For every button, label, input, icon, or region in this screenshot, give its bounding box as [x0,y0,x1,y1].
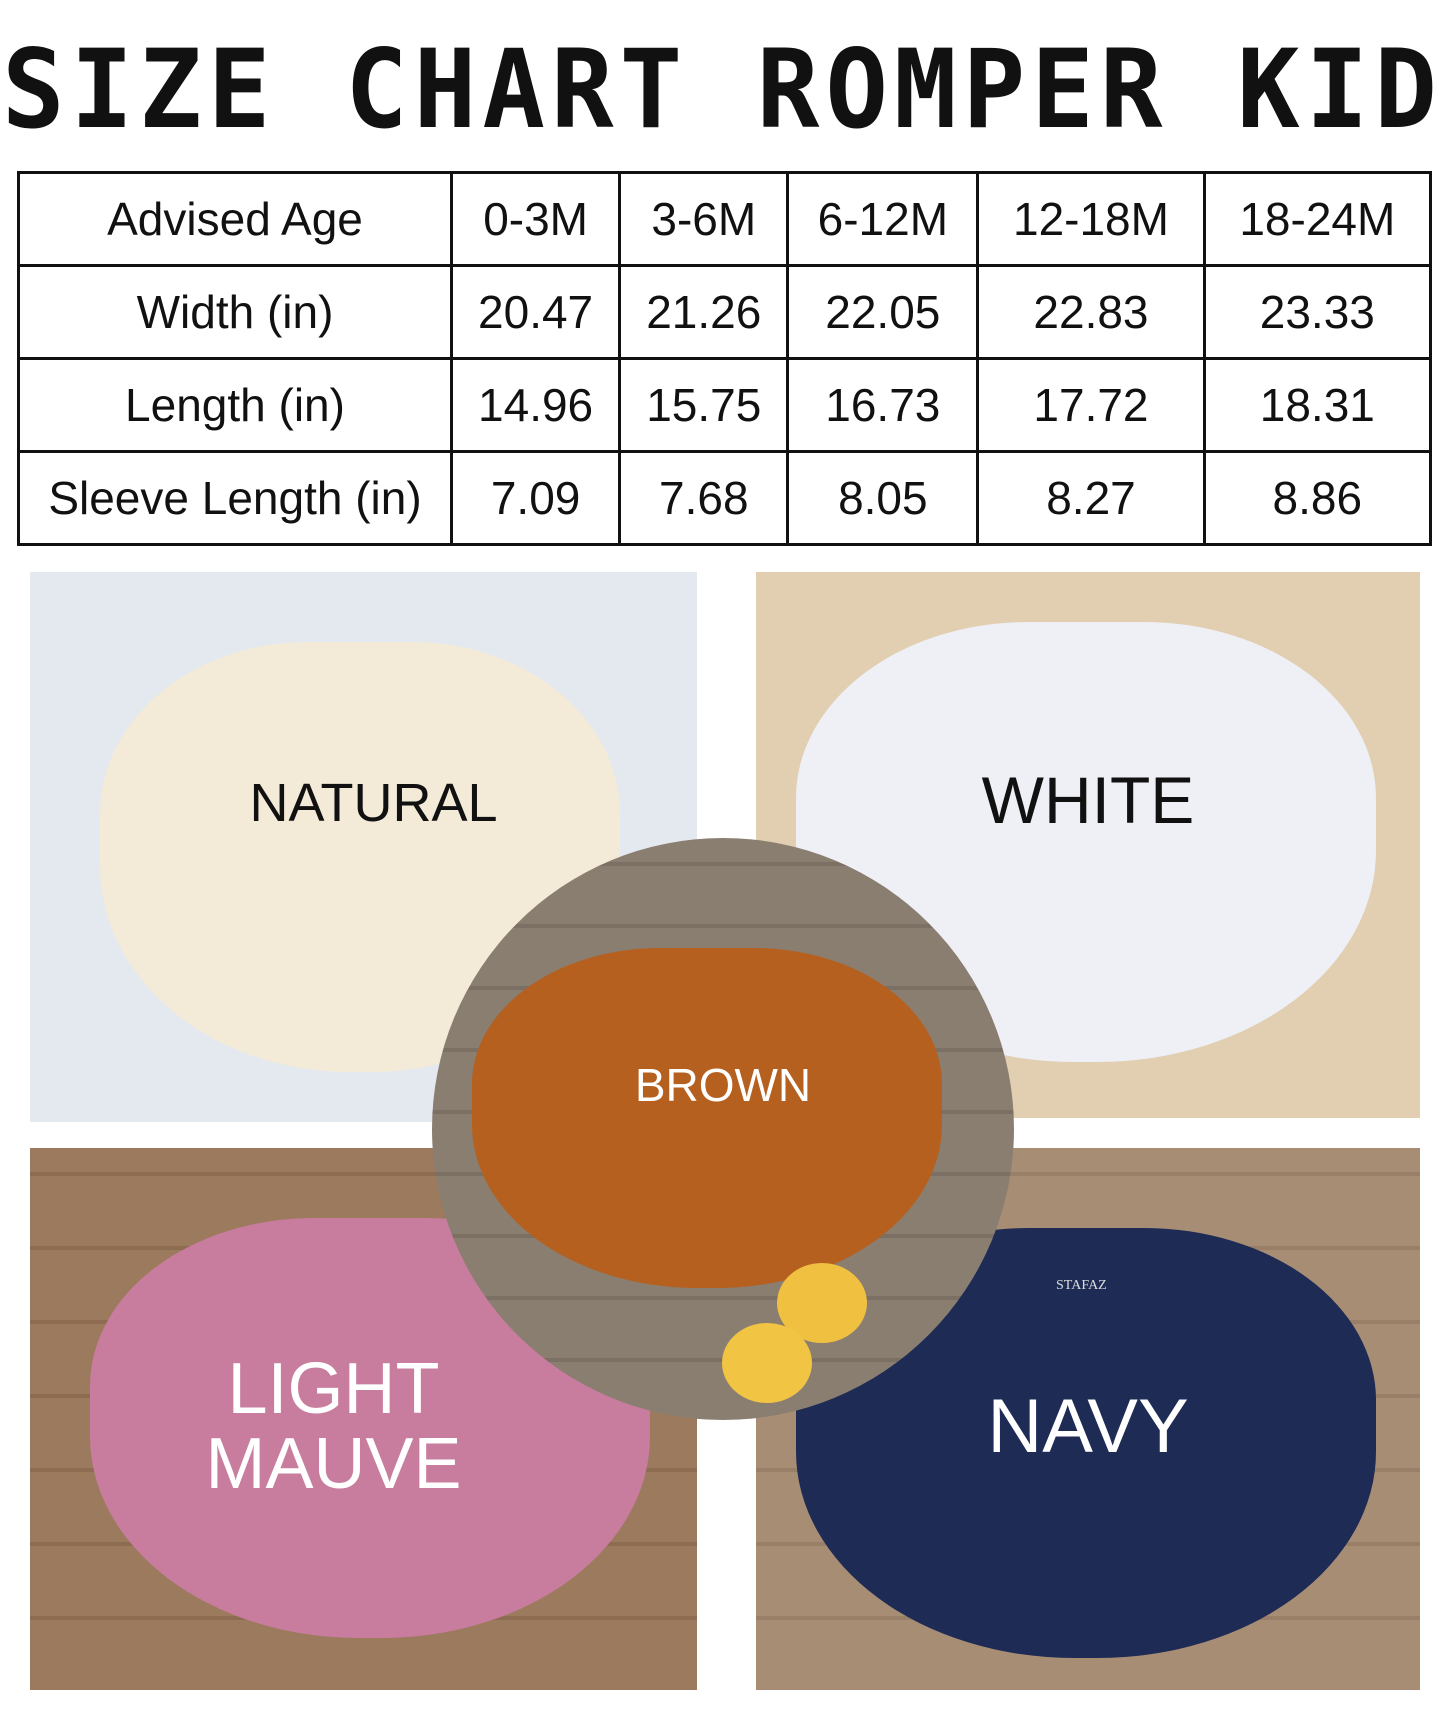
photo-natural: NATURAL [30,572,697,1122]
cell: 17.72 [976,357,1206,453]
color-label-natural: NATURAL [249,773,498,833]
cell: 16.73 [786,357,980,453]
cell: 7.68 [618,450,790,546]
cell: 18.31 [1202,357,1433,453]
color-label-light-mauve-line2: MAUVE [205,1424,462,1504]
romper-brown [472,948,942,1288]
cell: 18-24M [1202,171,1433,267]
cell: 8.27 [976,450,1206,546]
cell: 8.05 [786,450,980,546]
cell: 15.75 [618,357,790,453]
table-row: Sleeve Length (in) 7.09 7.68 8.05 8.27 8… [17,450,1433,546]
cell: 22.83 [976,264,1206,360]
color-label-brown: BROWN [634,1059,812,1111]
color-label-white: WHITE [981,763,1195,837]
photo-brown: BROWN [432,838,1014,1420]
page-title: SIZE CHART ROMPER KID [2,24,1443,154]
cell: 3-6M [618,171,790,267]
color-label-navy: NAVY [987,1384,1189,1469]
cell: 20.47 [449,264,622,360]
row-header: Width (in) [17,264,453,360]
table-row: Width (in) 20.47 21.26 22.05 22.83 23.33 [17,264,1433,360]
cell: 21.26 [618,264,790,360]
cell: 6-12M [786,171,980,267]
row-header: Advised Age [17,171,453,267]
cell: 22.05 [786,264,980,360]
size-chart-table: Advised Age 0-3M 3-6M 6-12M 12-18M 18-24… [17,171,1433,546]
cell: 8.86 [1202,450,1433,546]
cell: 12-18M [976,171,1206,267]
row-header: Length (in) [17,357,453,453]
brand-tag: STAFAZ [1056,1278,1107,1293]
pumpkin-decoration [722,1323,812,1403]
cell: 0-3M [449,171,622,267]
cell: 23.33 [1202,264,1433,360]
color-label-light-mauve-line1: LIGHT [227,1349,440,1429]
cell: 14.96 [449,357,622,453]
table-row: Advised Age 0-3M 3-6M 6-12M 12-18M 18-24… [17,171,1433,267]
row-header: Sleeve Length (in) [17,450,453,546]
cell: 7.09 [449,450,622,546]
table-row: Length (in) 14.96 15.75 16.73 17.72 18.3… [17,357,1433,453]
